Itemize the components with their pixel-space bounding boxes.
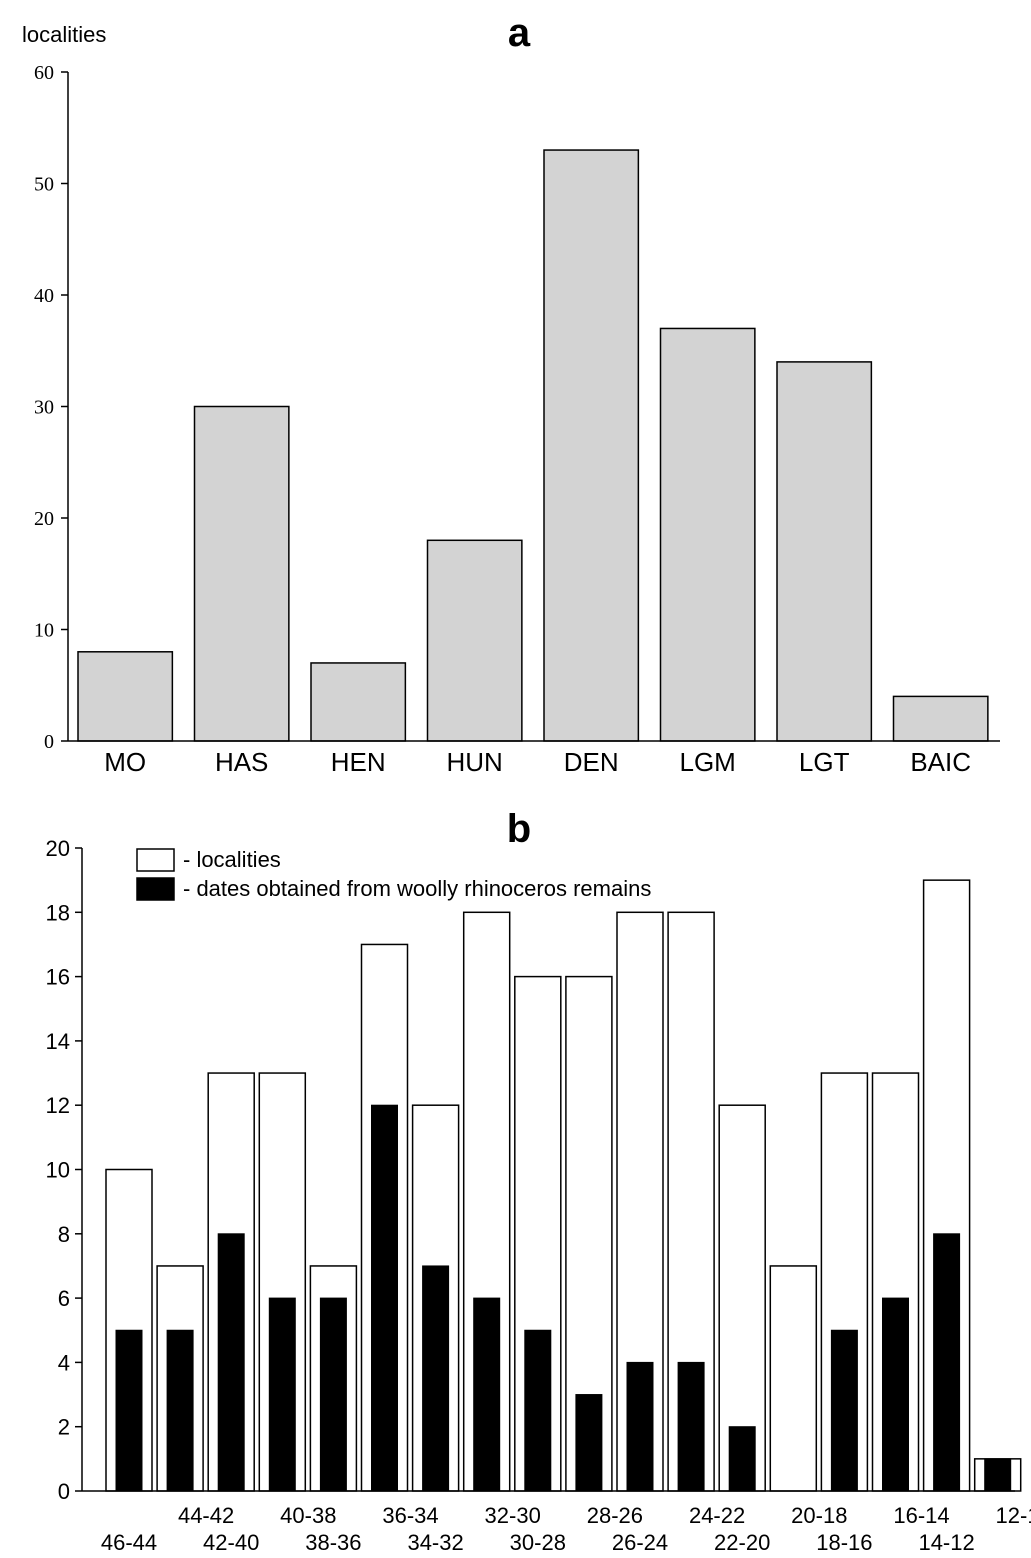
panel-a-x-tick-label: HAS	[215, 747, 268, 777]
panel-b-bar-dates-14-12	[933, 1233, 961, 1492]
panel-a-bar-baic	[892, 695, 989, 742]
legend-swatch-dates	[136, 877, 175, 901]
panel-b-y-tick-label: 8	[58, 1222, 70, 1247]
panel-b-bar-dates-32-30	[473, 1297, 501, 1492]
panel-b-bar-dates-36-34	[371, 1104, 398, 1492]
panel-b-y-tick-label: 2	[58, 1415, 70, 1440]
panel-a-y-tick-label: 60	[34, 62, 54, 84]
panel-a-bar-lgm	[659, 327, 756, 742]
panel-b-bar-dates-44-42	[166, 1329, 194, 1492]
panel-a-x-tick-label: HEN	[331, 747, 386, 777]
panel-b-x-tick-label: 42-40	[203, 1530, 259, 1555]
panel-b-bar-dates-40-38	[268, 1297, 296, 1492]
panel-b-bar-dates-26-24	[626, 1361, 654, 1492]
panel-b-bar-dates-42-40	[217, 1233, 245, 1492]
panel-b-y-tick-label: 12	[46, 1093, 70, 1118]
panel-b-bar-dates-12-10	[984, 1458, 1012, 1492]
panel-a-x-tick-label: LGM	[680, 747, 736, 777]
panel-b-x-tick-label: 34-32	[407, 1530, 463, 1555]
panel-b-y-tick-label: 0	[58, 1479, 70, 1504]
panel-b-bar-dates-38-36	[319, 1297, 347, 1492]
panel-b-y-tick-label: 6	[58, 1286, 70, 1311]
panel-b-y-tick-label: 16	[46, 965, 70, 990]
panel-a-chart: a localities 0 10 20 30 40 50 60 MO HAS HEN HUN DE…	[22, 11, 1000, 777]
panel-b-x-tick-label: 36-34	[382, 1503, 438, 1528]
panel-b-x-tick-label: 14-12	[918, 1530, 974, 1555]
panel-a-y-tick-label: 40	[34, 285, 54, 307]
panel-b-bar-dates-24-22	[677, 1361, 705, 1492]
legend-label-dates: - dates obtained from woolly rhinoceros …	[183, 876, 651, 901]
panel-b-bar-dates-22-20	[728, 1426, 756, 1492]
panel-a-y-tick-label: 10	[34, 620, 54, 642]
panel-b-x-tick-label: 18-16	[816, 1530, 872, 1555]
panel-b-bar-dates-18-16	[830, 1329, 858, 1492]
panel-b-x-tick-label: 44-42	[178, 1503, 234, 1528]
panel-a-x-tick-label: DEN	[564, 747, 619, 777]
panel-a-bar-has	[193, 405, 290, 742]
panel-b-x-tick-label: 16-14	[893, 1503, 949, 1528]
panel-b-y-tick-label: 20	[46, 836, 70, 861]
panel-a-x-tick-label: HUN	[447, 747, 503, 777]
panel-a-bar-hun	[426, 539, 523, 742]
panel-a-y-axis-label: localities	[22, 22, 106, 47]
panel-b-x-tick-label: 28-26	[587, 1503, 643, 1528]
panel-b-x-tick-label: 46-44	[101, 1530, 157, 1555]
panel-a-bar-den	[543, 149, 640, 742]
legend: - localities - dates obtained from wooll…	[136, 847, 651, 901]
panel-b-bar-dates-28-26	[575, 1394, 603, 1492]
panel-b-y-tick-label: 18	[46, 900, 70, 925]
panel-b-bar-dates-46-44	[115, 1329, 143, 1492]
legend-label-localities: - localities	[183, 847, 281, 872]
panel-a-label: a	[508, 11, 531, 55]
panel-b-x-tick-label: 24-22	[689, 1503, 745, 1528]
panel-a-bar-lgt	[776, 361, 873, 742]
panel-a-y-tick-label: 30	[34, 397, 54, 419]
panel-a-bar-mo	[77, 651, 174, 742]
panel-b-y-tick-label: 4	[58, 1350, 70, 1375]
panel-a-y-tick-label: 0	[44, 731, 54, 753]
panel-a-x-tick-label: BAIC	[910, 747, 971, 777]
panel-b-bar-dates-16-14	[882, 1297, 909, 1492]
panel-b-bar-dates-30-28	[524, 1329, 552, 1492]
panel-b-x-tick-label: 12-10	[996, 1503, 1031, 1528]
panel-a-y-tick-label: 50	[34, 174, 54, 196]
panel-b-x-tick-label: 22-20	[714, 1530, 770, 1555]
panel-b-label: b	[507, 807, 531, 851]
panel-b-y-tick-label: 10	[46, 1158, 70, 1183]
panel-b-chart: b - localities - dates obtained from woo…	[46, 807, 1031, 1555]
legend-swatch-localities	[136, 848, 175, 872]
panel-b-x-tick-label: 26-24	[612, 1530, 668, 1555]
panel-a-y-tick-label: 20	[34, 508, 54, 530]
panel-a-x-tick-label: LGT	[799, 747, 850, 777]
panel-b-x-tick-label: 38-36	[305, 1530, 361, 1555]
panel-b-x-tick-label: 30-28	[510, 1530, 566, 1555]
panel-a-bar-hen	[310, 662, 407, 742]
panel-b-bar-localities-20-18	[769, 1265, 818, 1492]
panel-b-bar-dates-34-32	[422, 1265, 450, 1492]
panel-b-x-tick-label: 32-30	[485, 1503, 541, 1528]
panel-a-x-tick-label: MO	[104, 747, 146, 777]
panel-b-x-tick-label: 20-18	[791, 1503, 847, 1528]
panel-b-y-tick-label: 14	[46, 1029, 70, 1054]
panel-b-x-tick-label: 40-38	[280, 1503, 336, 1528]
